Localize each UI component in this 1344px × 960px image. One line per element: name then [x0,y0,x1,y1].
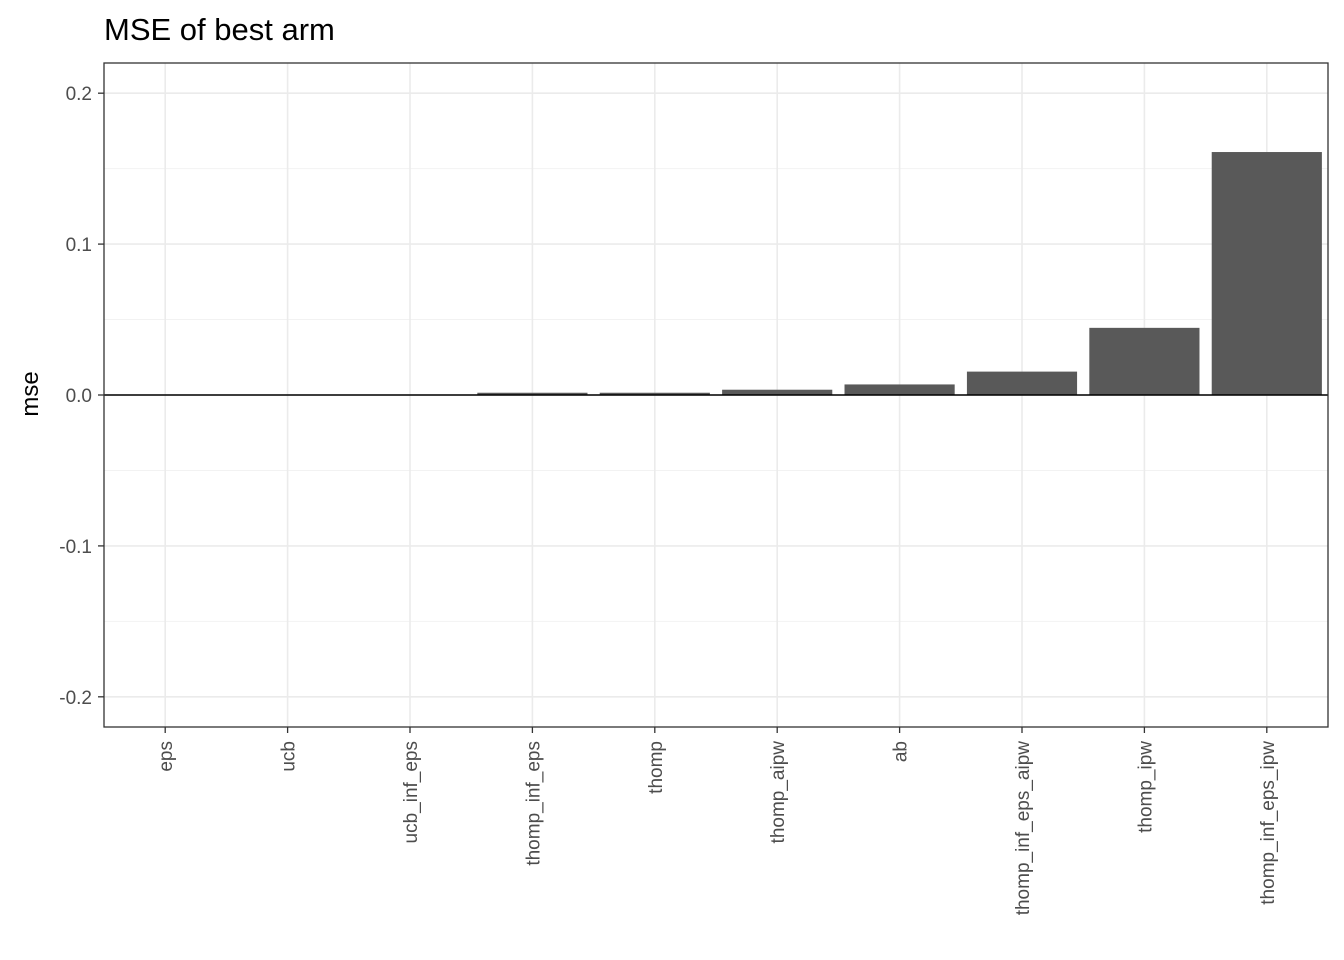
bar-thomp-aipw [722,389,833,395]
bar-thomp-inf-eps-ipw [1211,152,1322,395]
y-tick-label: 0.0 [66,386,92,407]
y-tick-label: 0.1 [66,235,92,256]
bar-thomp-ipw [1089,327,1200,395]
x-tick-label: thomp_inf_eps [523,741,544,866]
x-tick-label: thomp_aipw [768,741,789,844]
x-tick-label: eps [156,741,177,772]
x-axis: eps ucb ucb_inf_eps thomp_inf_eps thomp thomp… [156,727,1279,915]
x-tick-label: ab [891,741,912,762]
x-tick-label: ucb [279,741,300,772]
grid-minor [104,168,1328,622]
y-tick-label: -0.2 [59,688,92,709]
bar-thomp [599,392,710,395]
x-tick-label: thomp [646,741,667,794]
y-tick-label: -0.1 [59,537,92,558]
x-tick-label: thomp_inf_eps_aipw [1013,741,1034,916]
bar-thomp-inf-eps [477,392,588,395]
x-tick-label: thomp_ipw [1135,741,1156,833]
bars [354,152,1322,395]
bar-ab [844,384,955,395]
y-axis-label: mse [17,371,44,416]
x-tick-label: ucb_inf_eps [401,741,422,843]
y-tick-label: 0.2 [66,84,92,105]
bar-thomp-inf-eps-aipw [966,371,1078,395]
x-tick-label: thomp_inf_eps_ipw [1258,741,1279,905]
chart-title: MSE of best arm [104,12,335,47]
y-axis: 0.2 0.1 0.0 -0.1 -0.2 [59,84,104,709]
